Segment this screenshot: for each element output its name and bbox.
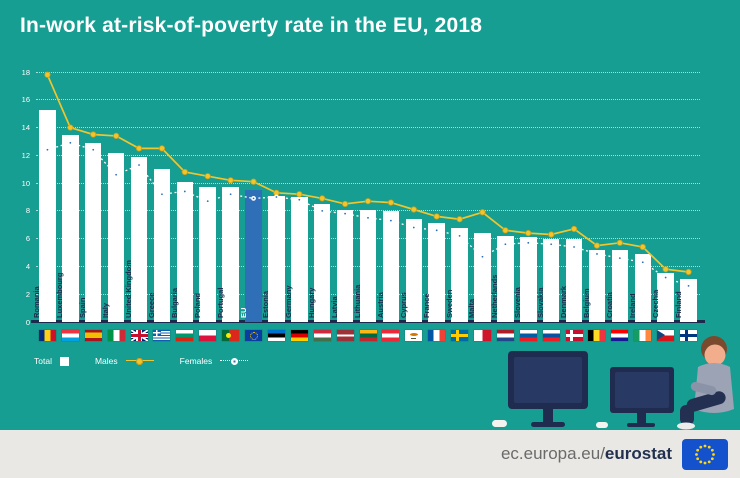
footer-url: ec.europa.eu/eurostat [501,444,672,464]
flag-belgium [588,330,606,341]
flag-netherlands [496,330,514,341]
flag-germany [290,330,308,341]
flag-estonia [267,330,285,341]
bar-luxembourg [62,134,79,322]
legend-swatch-line-dotted [220,357,249,366]
bar-chart-plot-area: 0 2 4 6 8 10 12 14 16 18 Romania Luxembourg Spain Ita… [22,68,705,341]
y-axis-label-18: 18 [21,67,30,77]
bar-czechia [657,273,674,322]
monitor-right [610,367,674,427]
gridline-16 [36,99,700,101]
flag-eu [245,330,263,341]
y-axis-label-16: 16 [21,95,30,105]
flag-portugal [222,330,240,341]
flag-france [428,330,446,341]
keyboard-icon [492,420,507,427]
flag-united-kingdom [130,330,148,341]
y-axis-label-2: 2 [25,289,30,299]
legend-swatch-line-solid [125,357,154,366]
bar-eu [245,190,262,322]
flag-czechia [657,330,675,341]
legend-label: Males [94,356,118,366]
footer-bar: ec.europa.eu/eurostat [0,430,740,478]
flag-spain [84,330,102,341]
y-axis-label-12: 12 [21,150,30,160]
flag-hungary [313,330,331,341]
y-axis-label-8: 8 [25,206,30,216]
bar-romania [39,109,56,322]
bar-spain [84,142,102,322]
bar-bulgaria [176,181,194,322]
bar-greece [153,169,171,322]
line-series-overlay [44,71,692,289]
bar-italy [107,152,125,322]
flag-poland [199,330,217,341]
bar-poland [199,187,216,322]
flag-romania [38,330,56,341]
y-axis-label-6: 6 [25,234,30,244]
bar-slovakia [542,238,560,322]
eu-flag-logo [682,438,728,470]
flag-italy [107,330,125,341]
gridline-14 [36,127,700,129]
bar-cyprus [405,219,423,322]
y-axis-label-0: 0 [25,317,30,327]
flag-finland [680,330,698,341]
legend-item-total: Total [34,356,69,366]
legend-item-males: Males [95,356,154,366]
flag-malta [473,330,491,341]
bar-slovenia [520,237,537,322]
bar-belgium [588,249,606,322]
gridline-10 [36,182,700,184]
flag-cyprus [405,330,423,341]
mouse-icon [596,422,608,428]
bar-croatia [611,249,629,322]
gridline-12 [36,154,700,156]
flag-slovenia [519,330,537,341]
flag-bulgaria [176,330,194,341]
person-with-computers-illustration [492,336,734,430]
flag-denmark [565,330,583,341]
flag-luxembourg [61,330,79,341]
flags-row [36,330,700,342]
flag-greece [153,330,171,341]
bar-finland [680,278,697,322]
bar-latvia [336,209,354,322]
footer-url-prefix: ec.europa.eu/ [500,444,605,463]
y-axis-label-4: 4 [25,261,30,271]
seated-person [677,336,734,430]
bar-ireland [634,253,651,322]
legend-label: Females [179,356,213,366]
bar-lithuania [359,209,377,322]
chart-title: In-work at-risk-of-poverty rate in the E… [20,14,483,37]
flag-latvia [336,330,354,341]
flag-slovakia [542,330,560,341]
flag-sweden [451,330,469,341]
bar-portugal [222,187,239,322]
bar-france [428,223,445,322]
bar-denmark [565,238,583,322]
bar-estonia [268,195,285,322]
bar-germany [291,197,308,322]
monitor-left [508,351,588,427]
gridline-18 [36,71,700,73]
bar-sweden [451,227,468,322]
legend-swatch-square [59,356,69,366]
flag-croatia [611,330,629,341]
bar-austria [382,210,400,322]
bar-malta [474,233,491,322]
bar-netherlands [497,235,514,322]
flag-lithuania [359,330,377,341]
bar-hungary [313,203,331,322]
legend-item-females: Females [180,356,249,366]
legend-label: Total [34,356,52,366]
bar-united-kingdom [130,156,148,322]
y-axis-label-10: 10 [21,178,30,188]
chart-legend: Total Males Females [34,356,249,366]
y-axis-label-14: 14 [21,123,30,133]
footer-brand: eurostat [604,444,672,463]
flag-austria [382,330,400,341]
flag-ireland [634,330,652,341]
